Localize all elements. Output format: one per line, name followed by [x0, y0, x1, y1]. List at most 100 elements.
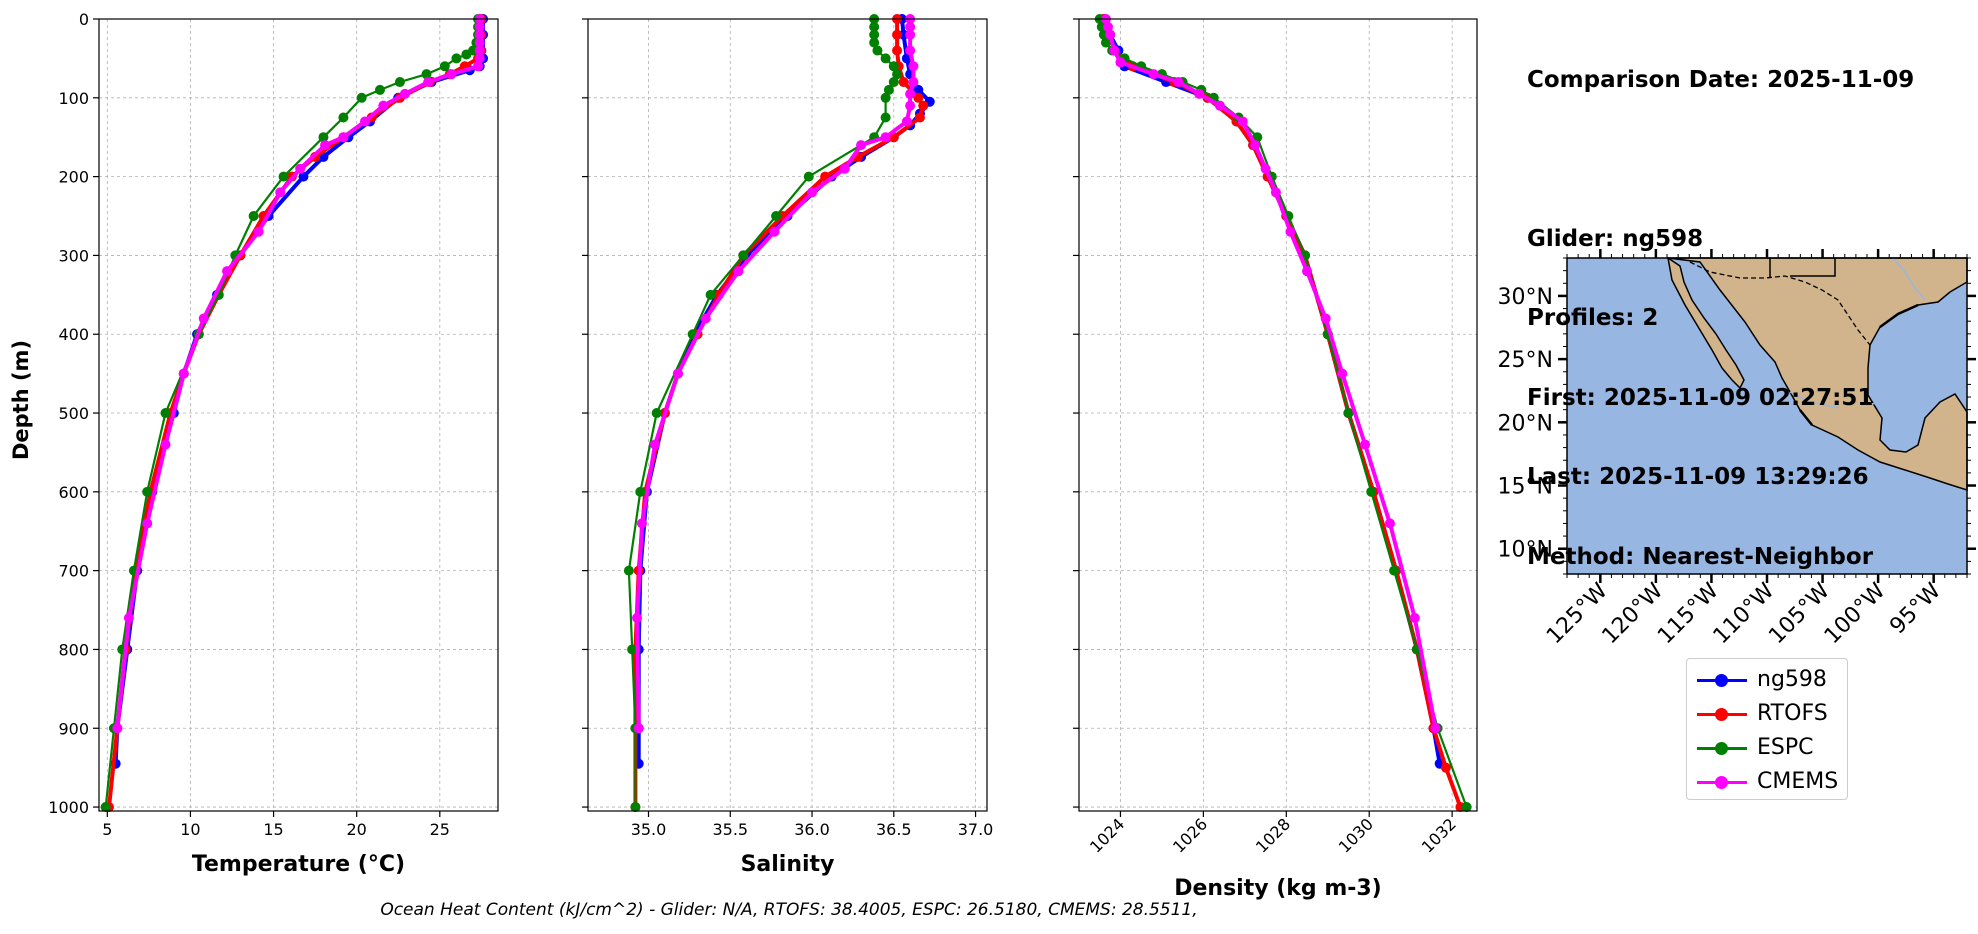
baja-california	[1666, 256, 1745, 390]
data-point-cmems	[178, 368, 189, 379]
data-point-cmems	[807, 187, 818, 198]
data-point-cmems	[1270, 187, 1281, 198]
data-point-cmems	[905, 29, 916, 40]
data-point-cmems	[1302, 266, 1313, 277]
y-tick-label: 100	[58, 89, 89, 108]
data-point-cmems	[473, 61, 484, 72]
map-lat-label: 15°N	[1498, 475, 1553, 500]
series-line-ng598	[113, 19, 485, 764]
data-point-espc	[439, 61, 450, 72]
series-line-cmems	[1103, 18, 1438, 729]
x-tick-label: 35.0	[631, 820, 667, 839]
data-point-rtofs	[898, 77, 909, 88]
x-tick-label: 1028	[1252, 814, 1294, 856]
data-point-cmems	[1260, 163, 1271, 174]
data-point-cmems	[1250, 140, 1261, 151]
data-point-espc	[278, 171, 289, 182]
data-point-cmems	[446, 69, 457, 80]
data-point-espc	[100, 802, 111, 813]
data-point-espc	[872, 45, 883, 56]
x-tick-label: 1030	[1335, 814, 1377, 856]
first-time: First: 2025-11-09 02:27:51	[1527, 384, 1874, 411]
data-point-cmems	[908, 61, 919, 72]
data-point-cmems	[1115, 57, 1126, 68]
data-point-cmems	[275, 187, 286, 198]
data-point-espc	[623, 565, 634, 576]
data-point-cmems	[1194, 88, 1205, 99]
data-point-cmems	[474, 45, 485, 56]
data-point-cmems	[423, 77, 434, 88]
legend-marker	[1715, 776, 1728, 789]
y-tick-label: 400	[58, 325, 89, 344]
data-point-rtofs	[918, 100, 929, 111]
last-time: Last: 2025-11-09 13:29:26	[1527, 464, 1869, 490]
data-point-cmems	[474, 53, 485, 64]
y-tick-label: 900	[58, 719, 89, 738]
data-point-cmems	[1148, 69, 1159, 80]
x-tick-label: 35.5	[712, 820, 748, 839]
data-point-espc	[892, 69, 903, 80]
data-point-espc	[318, 132, 329, 143]
salinity-panel: 35.0 35.5 36.0 36.5 37.0 Salinity	[582, 14, 993, 877]
river-2	[1789, 391, 1881, 409]
legend-label: CMEMS	[1757, 769, 1839, 794]
data-point-espc	[888, 61, 899, 72]
data-point-espc	[461, 49, 472, 60]
data-point-cmems	[474, 29, 485, 40]
legend-marker	[1715, 742, 1728, 755]
data-point-espc	[1366, 486, 1377, 497]
data-point-rtofs	[892, 45, 903, 56]
data-point-cmems	[633, 723, 644, 734]
data-point-espc	[705, 289, 716, 300]
legend-label: RTOFS	[1757, 701, 1828, 726]
y-tick-label: 800	[58, 640, 89, 659]
data-point-espc	[142, 486, 153, 497]
coast-detail	[1799, 303, 1919, 426]
data-point-espc	[880, 92, 891, 103]
legend-item-rtofs: RTOFS	[1687, 697, 1847, 731]
data-point-cmems	[474, 37, 485, 48]
data-point-cmems	[700, 313, 711, 324]
data-point-espc	[738, 250, 749, 261]
density-panel: 1024 1026 1028 1030 1032 Density (kg m-3)	[1073, 14, 1478, 901]
us-mexico-border	[1689, 261, 1871, 346]
data-point-rtofs	[913, 92, 924, 103]
data-point-cmems	[1237, 116, 1248, 127]
x-tick-label: 1024	[1086, 814, 1128, 856]
x-tick-label: 20	[347, 820, 367, 839]
data-point-espc	[1252, 132, 1263, 143]
data-point-espc	[248, 211, 259, 222]
data-point-cmems	[253, 226, 264, 237]
data-point-espc	[1100, 37, 1111, 48]
data-point-espc	[1461, 802, 1472, 813]
river-1	[1892, 257, 1926, 301]
x-tick-label: 1026	[1169, 814, 1211, 856]
data-point-cmems	[198, 313, 209, 324]
data-point-espc	[883, 84, 894, 95]
y-tick-label: 600	[58, 483, 89, 502]
x-axis-label: Salinity	[741, 852, 835, 877]
data-point-cmems	[856, 140, 867, 151]
data-point-espc	[635, 486, 646, 497]
data-point-rtofs	[892, 29, 903, 40]
data-point-espc	[160, 408, 171, 419]
data-point-cmems	[1103, 21, 1114, 32]
data-point-cmems	[1173, 77, 1184, 88]
x-tick-label: 25	[430, 820, 450, 839]
x-tick-label: 10	[180, 820, 200, 839]
series-line-ng598	[636, 18, 932, 764]
x-tick-label: 1032	[1418, 814, 1460, 856]
data-point-espc	[1343, 408, 1354, 419]
data-point-cmems	[650, 439, 661, 450]
map-lat-label: 30°N	[1498, 285, 1553, 310]
data-point-cmems	[123, 612, 134, 623]
data-point-cmems	[1109, 45, 1120, 56]
y-tick-label: 200	[58, 168, 89, 187]
map-lat-label: 25°N	[1498, 348, 1553, 373]
x-axis-label: Density (kg m-3)	[1174, 876, 1382, 901]
data-point-cmems	[222, 266, 233, 277]
data-point-espc	[394, 77, 405, 88]
series-line-cmems	[115, 19, 482, 729]
data-point-rtofs	[1440, 762, 1451, 773]
legend: ng598 RTOFS ESPC CMEMS	[1686, 658, 1848, 800]
